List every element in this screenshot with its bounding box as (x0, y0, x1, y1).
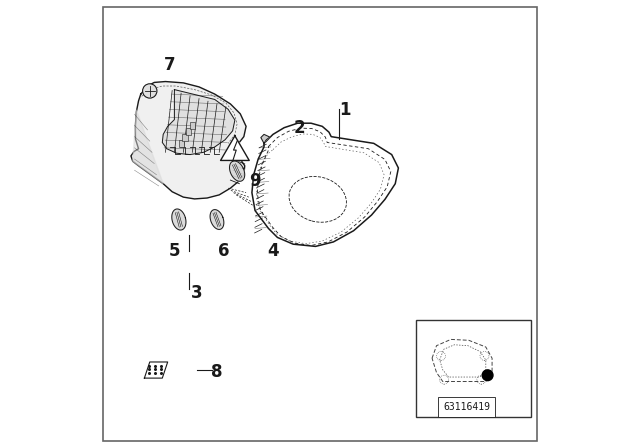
Polygon shape (261, 134, 270, 143)
Text: 6: 6 (218, 242, 229, 260)
Text: 4: 4 (267, 242, 279, 260)
Text: 9: 9 (249, 172, 261, 190)
Bar (179, 140, 184, 147)
Polygon shape (131, 82, 246, 199)
Bar (417, 320, 531, 417)
Circle shape (143, 84, 157, 98)
Bar (189, 122, 195, 129)
Text: 1: 1 (339, 101, 350, 119)
Text: 63116419: 63116419 (443, 402, 490, 412)
Circle shape (482, 370, 493, 381)
Polygon shape (221, 136, 249, 160)
Bar (186, 128, 191, 135)
Polygon shape (230, 161, 244, 181)
Polygon shape (172, 209, 186, 230)
Text: 3: 3 (191, 284, 203, 302)
Text: 2: 2 (294, 119, 306, 137)
Polygon shape (145, 362, 168, 378)
Bar (182, 134, 188, 141)
Text: 8: 8 (211, 363, 223, 381)
Polygon shape (132, 110, 163, 184)
Polygon shape (210, 210, 224, 229)
Text: 5: 5 (169, 242, 180, 260)
Text: 7: 7 (164, 56, 176, 74)
Polygon shape (252, 123, 398, 246)
Polygon shape (163, 90, 235, 155)
